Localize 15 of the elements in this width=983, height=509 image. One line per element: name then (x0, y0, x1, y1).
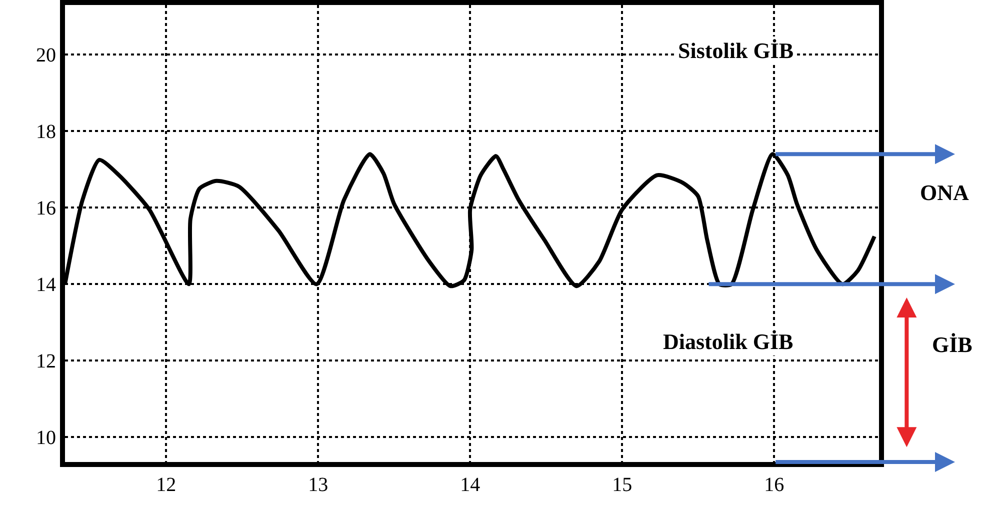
x-tick-label: 12 (156, 474, 176, 496)
y-tick-label: 18 (36, 121, 56, 144)
x-tick-label: 13 (308, 474, 328, 496)
annotation: Diastolik GİB (663, 329, 794, 354)
y-tick-label: 16 (36, 198, 56, 220)
y-tick-label: 20 (36, 44, 56, 67)
x-tick-label: 14 (460, 474, 480, 496)
y-tick-label: 14 (36, 274, 56, 296)
text: GİB (932, 332, 973, 357)
x-tick-label: 16 (764, 474, 784, 496)
annotation: Sistolik GİB (678, 38, 794, 63)
y-tick-label: 10 (36, 427, 56, 450)
x-tick-label: 15 (612, 474, 632, 496)
text: ONA (920, 180, 969, 205)
y-tick-label: 12 (36, 350, 56, 373)
